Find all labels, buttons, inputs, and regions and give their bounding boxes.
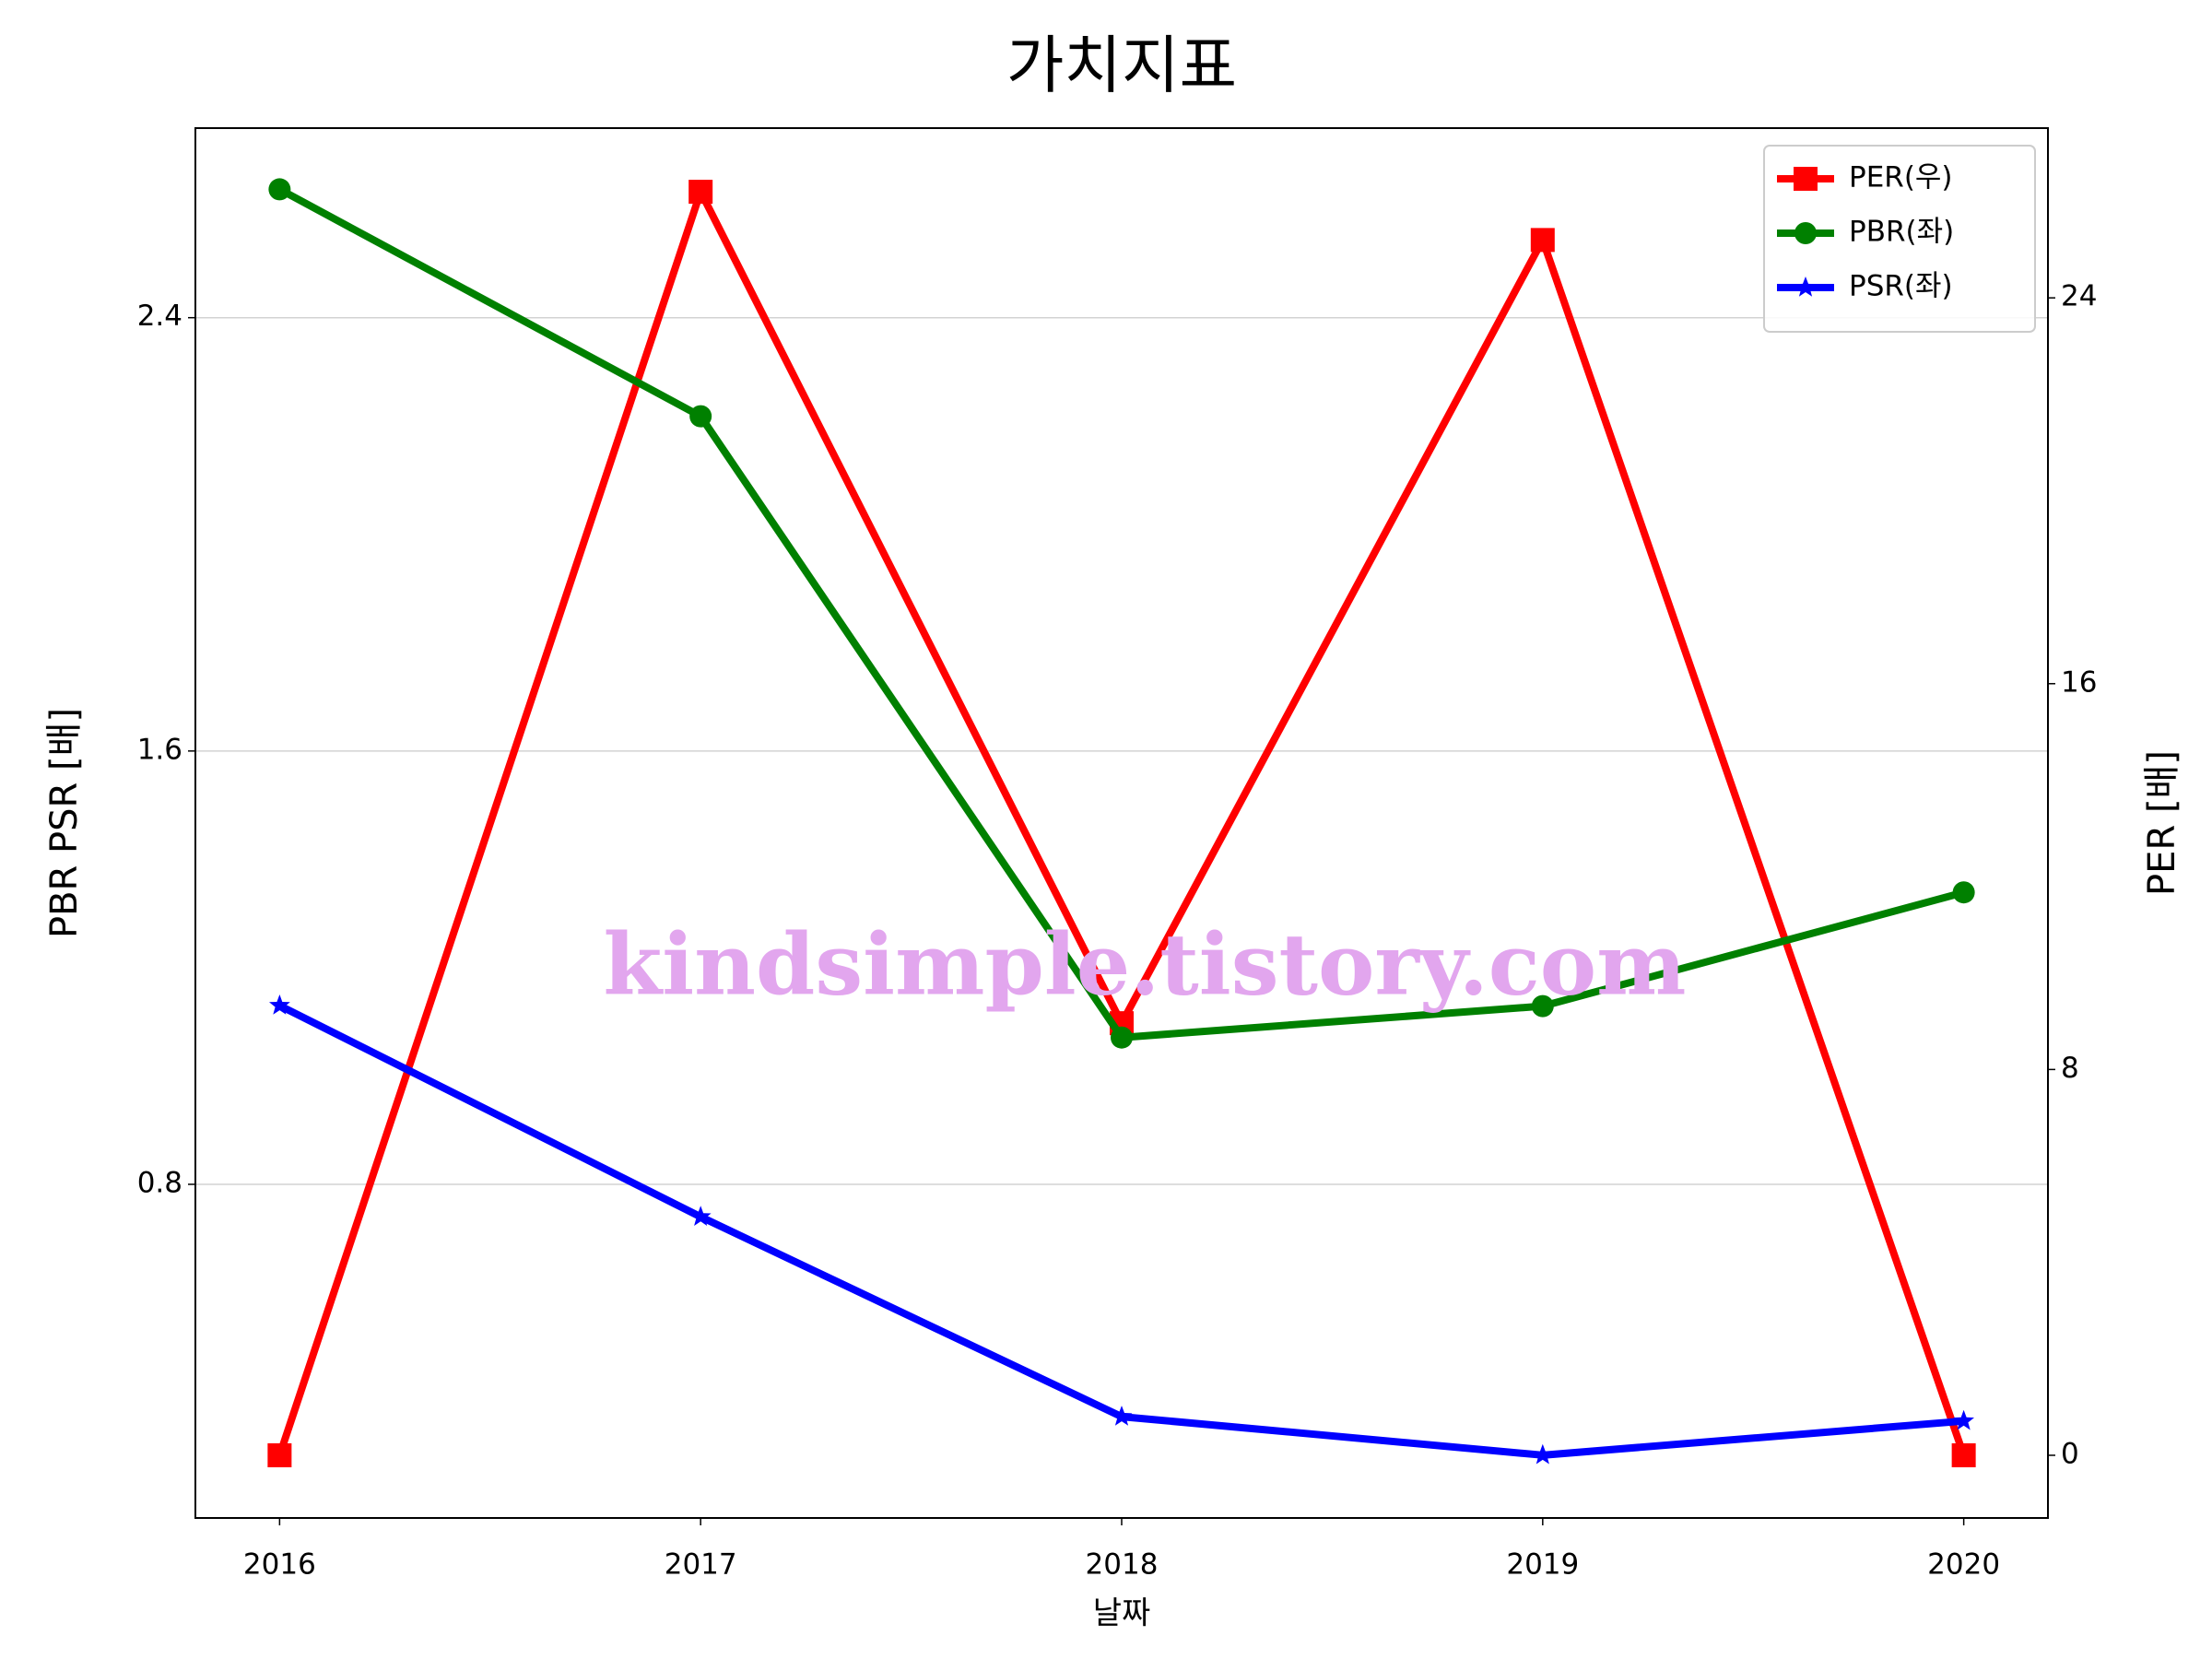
data-point [1532,1443,1554,1465]
data-point [1111,1026,1133,1049]
data-point [1952,881,1975,904]
data-point [1111,1406,1133,1426]
y-tick-label: 0.8 [137,1166,182,1199]
data-point [269,994,290,1015]
legend-marker [1794,167,1818,191]
data-point [689,405,712,428]
watermark: kindsimple.tistory.com [603,915,1686,1015]
y2-axis-label: PER [배] [2141,750,2183,896]
y2-tick-label: 24 [2061,280,2097,313]
legend-marker [1794,276,1817,297]
x-tick-label: 2020 [1927,1548,2000,1582]
data-point [1530,228,1555,253]
x-axis-label: 날짜 [1093,1595,1151,1632]
y-tick-label: 1.6 [137,733,182,766]
legend-label: PSR(좌) [1849,270,1953,303]
data-point [268,178,291,201]
data-point [267,1442,292,1467]
y-tick-label: 2.4 [137,300,182,333]
y-axis-label: PBR PSR [배] [43,708,86,938]
x-tick-label: 2017 [665,1548,737,1582]
data-point [1953,1409,1974,1430]
x-tick-label: 2016 [243,1548,316,1582]
axes-frame [194,127,2049,1519]
data-point [1531,994,1554,1018]
y2-tick-label: 16 [2061,665,2097,699]
legend-marker [1794,222,1817,244]
y2-tick-label: 0 [2061,1437,2079,1470]
y2-tick-label: 8 [2061,1052,2079,1085]
legend-label: PBR(좌) [1849,216,1954,249]
data-point [689,1206,712,1226]
legend-label: PER(우) [1849,161,1953,194]
chart-title: 가치지표 [1006,30,1237,103]
x-tick-label: 2019 [1506,1548,1579,1582]
data-point [688,180,713,205]
x-tick-label: 2018 [1086,1548,1159,1582]
data-point [1951,1442,1976,1467]
legend: PER(우) PBR(좌) PSR(좌) [1763,145,2036,333]
